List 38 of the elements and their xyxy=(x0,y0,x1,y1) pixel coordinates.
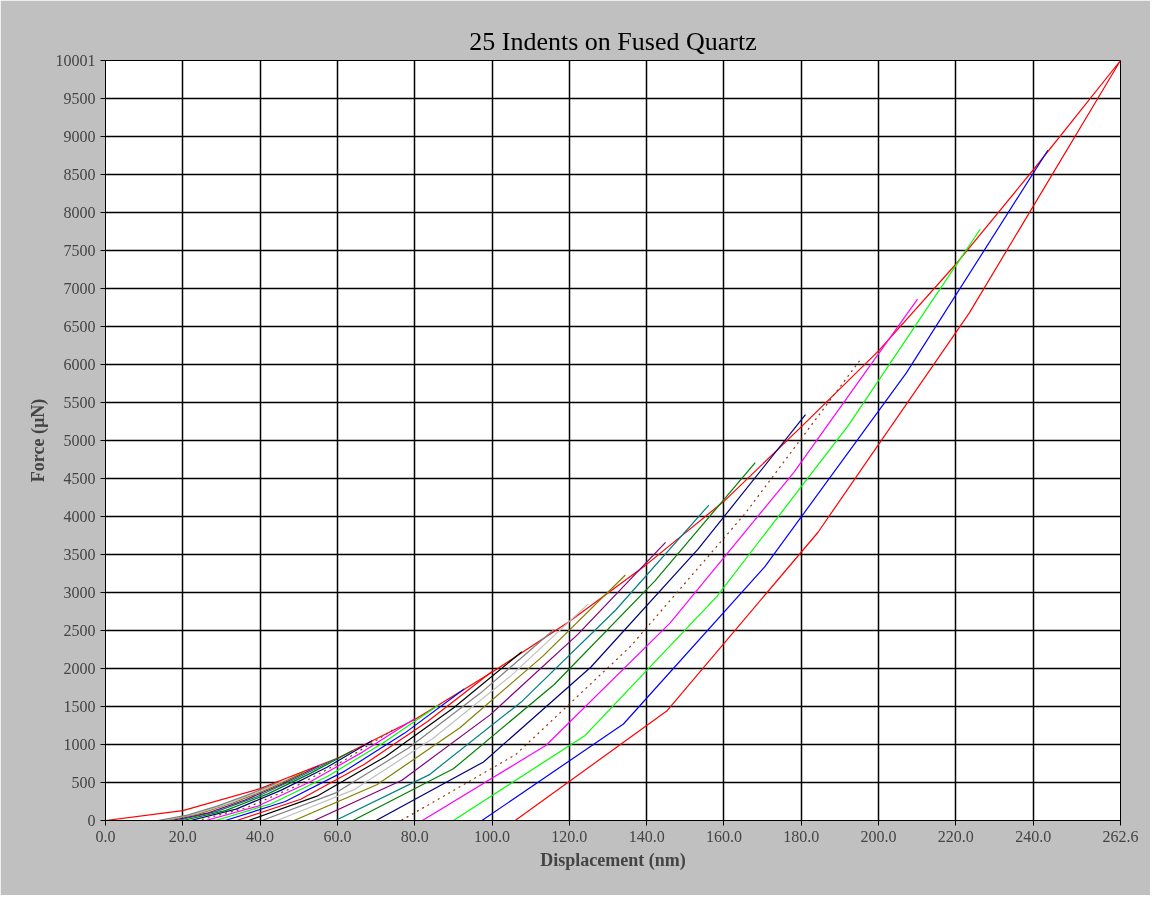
x-tick-label: 0.0 xyxy=(95,827,116,845)
y-tick-label: 9500 xyxy=(63,90,96,108)
y-tick-label: 1500 xyxy=(63,698,96,716)
y-tick-label: 7000 xyxy=(63,280,96,298)
y-axis-title: Force (µN) xyxy=(27,398,49,483)
y-tick-label: 8000 xyxy=(63,204,96,222)
y-tick-label: 6000 xyxy=(63,356,96,374)
y-tick-label: 7500 xyxy=(63,242,96,260)
y-tick-label: 0 xyxy=(87,812,96,829)
y-tick-label: 8500 xyxy=(63,166,96,184)
y-tick-label: 9000 xyxy=(63,128,96,146)
y-tick-label: 5500 xyxy=(63,394,96,412)
x-tick-label: 80.0 xyxy=(400,827,429,845)
y-tick-label: 2500 xyxy=(63,622,96,640)
y-tick-label: 10001 xyxy=(55,52,96,69)
y-tick-label: 5000 xyxy=(63,432,96,450)
x-tick-label: 160.0 xyxy=(705,827,742,845)
x-tick-label: 262.6 xyxy=(1102,827,1139,845)
y-tick-label: 6500 xyxy=(63,318,96,336)
x-tick-label: 140.0 xyxy=(628,827,665,845)
chart-title: 25 Indents on Fused Quartz xyxy=(469,26,757,56)
x-tick-label: 100.0 xyxy=(474,827,511,845)
y-tick-label: 3000 xyxy=(63,584,96,602)
x-tick-label: 60.0 xyxy=(323,827,352,845)
y-tick-label: 3500 xyxy=(63,546,96,564)
x-tick-label: 20.0 xyxy=(168,827,197,845)
x-axis-title: Displacement (nm) xyxy=(540,849,686,871)
x-tick-label: 200.0 xyxy=(860,827,897,845)
y-tick-label: 1000 xyxy=(63,736,96,754)
x-tick-label: 120.0 xyxy=(551,827,588,845)
x-tick-label: 180.0 xyxy=(783,827,820,845)
x-tick-label: 40.0 xyxy=(246,827,275,845)
y-tick-label: 4500 xyxy=(63,470,96,488)
y-tick-label: 2000 xyxy=(63,660,96,678)
y-tick-label: 4000 xyxy=(63,508,96,526)
x-tick-label: 240.0 xyxy=(1015,827,1052,845)
y-tick-label: 500 xyxy=(71,774,96,791)
x-tick-label: 220.0 xyxy=(937,827,974,845)
